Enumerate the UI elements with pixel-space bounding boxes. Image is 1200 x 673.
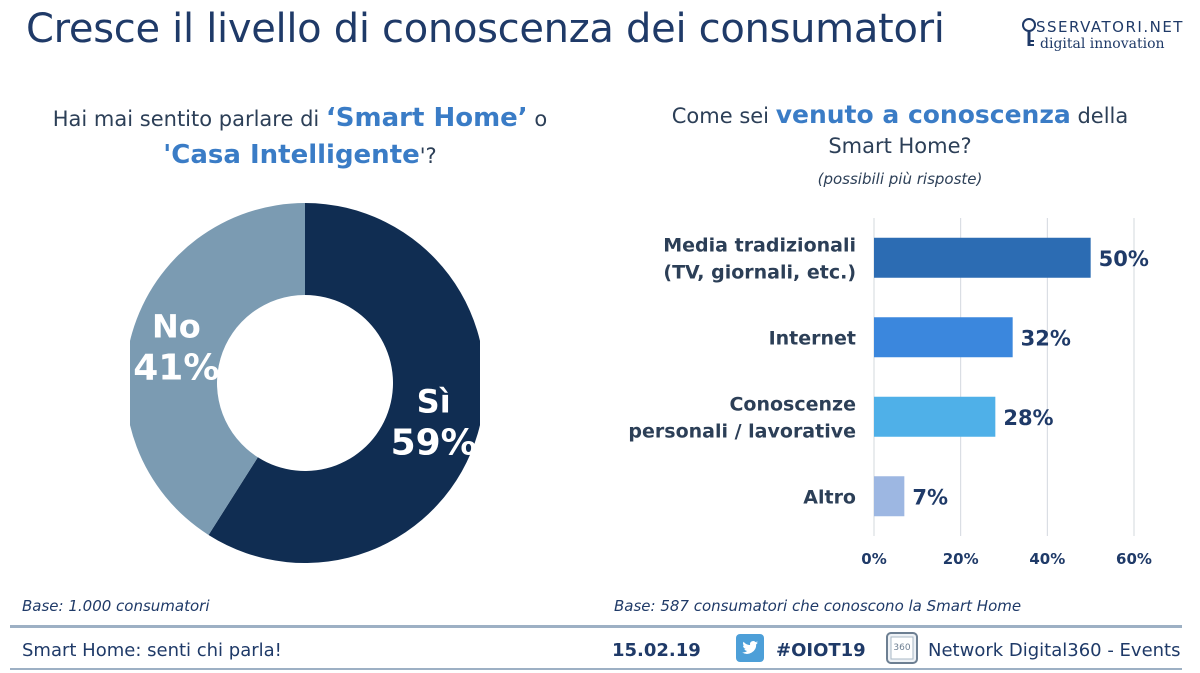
bar-category-label: personali / lavorative xyxy=(628,420,856,442)
bar-2 xyxy=(874,396,996,437)
footer-date: 15.02.19 xyxy=(612,640,701,661)
left-question-prefix: Hai mai sentito parlare di xyxy=(52,107,326,131)
left-base-note: Base: 1.000 consumatori xyxy=(22,597,210,615)
donut-category-label: No xyxy=(152,308,201,346)
logo-subtext: digital innovation xyxy=(1040,36,1165,52)
left-question-mid: o xyxy=(527,107,548,131)
right-question-highlight: venuto a conoscenza xyxy=(775,100,1071,129)
bar-category-label: Altro xyxy=(803,486,856,508)
footer-event-title: Smart Home: senti chi parla! xyxy=(22,640,282,661)
svg-text:360: 360 xyxy=(893,643,910,653)
footer-bottom-line xyxy=(10,668,1182,670)
bar-category-label: Conoscenze xyxy=(729,393,856,415)
x-tick-label: 40% xyxy=(1029,550,1065,568)
bar-value-label: 50% xyxy=(1099,247,1149,271)
bar-value-label: 7% xyxy=(912,485,948,509)
right-question-suffix-2: Smart Home? xyxy=(828,134,972,158)
footer-network: Network Digital360 - Events xyxy=(928,640,1181,661)
donut-value-label: 41% xyxy=(133,348,219,389)
digital360-icon: 360 xyxy=(886,632,918,664)
bar-category-label: Media tradizionali xyxy=(663,234,856,256)
bar-3 xyxy=(874,476,905,517)
multiple-answers-note: (possibili più risposte) xyxy=(817,170,983,188)
right-question-suffix-1: della xyxy=(1070,104,1129,128)
bar-chart: 0% 20% 40% 60% 50% Media tradizionali (TV, gio… xyxy=(628,218,1152,568)
x-tick-label: 0% xyxy=(861,550,886,568)
footer-divider xyxy=(10,625,1182,628)
bar-1 xyxy=(874,317,1013,358)
page-title: Cresce il livello di conoscenza dei cons… xyxy=(26,6,945,52)
bar-category-label: Internet xyxy=(769,327,856,349)
left-question-highlight-2: 'Casa Intelligente xyxy=(163,140,420,170)
left-question-highlight-1: ‘Smart Home’ xyxy=(325,103,528,133)
twitter-icon xyxy=(736,634,764,662)
logo-text: SSERVATORI.NET xyxy=(1036,18,1184,36)
bar-value-label: 32% xyxy=(1021,326,1071,350)
footer-hashtag: #OIOT19 xyxy=(776,640,866,661)
keyhole-icon xyxy=(1022,18,1036,46)
left-question-suffix: '? xyxy=(419,144,437,168)
donut-value-label: 59% xyxy=(391,422,477,463)
osservatori-logo: SSERVATORI.NET digital innovation xyxy=(1022,18,1182,68)
x-tick-label: 60% xyxy=(1116,550,1152,568)
left-question: Hai mai sentito parlare di ‘Smart Home’ … xyxy=(30,100,570,174)
x-tick-label: 20% xyxy=(943,550,979,568)
right-question-prefix: Come sei xyxy=(671,104,776,128)
donut-slice-no xyxy=(130,203,305,535)
bar-0 xyxy=(874,237,1091,278)
right-base-note: Base: 587 consumatori che conoscono la S… xyxy=(614,597,1022,615)
donut-slice-si xyxy=(208,203,480,563)
right-question: Come sei venuto a conoscenza della Smart… xyxy=(620,100,1180,161)
bar-category-label: (TV, giornali, etc.) xyxy=(663,261,856,283)
bar-value-label: 28% xyxy=(1003,406,1053,430)
donut-category-label: Sì xyxy=(417,382,451,420)
